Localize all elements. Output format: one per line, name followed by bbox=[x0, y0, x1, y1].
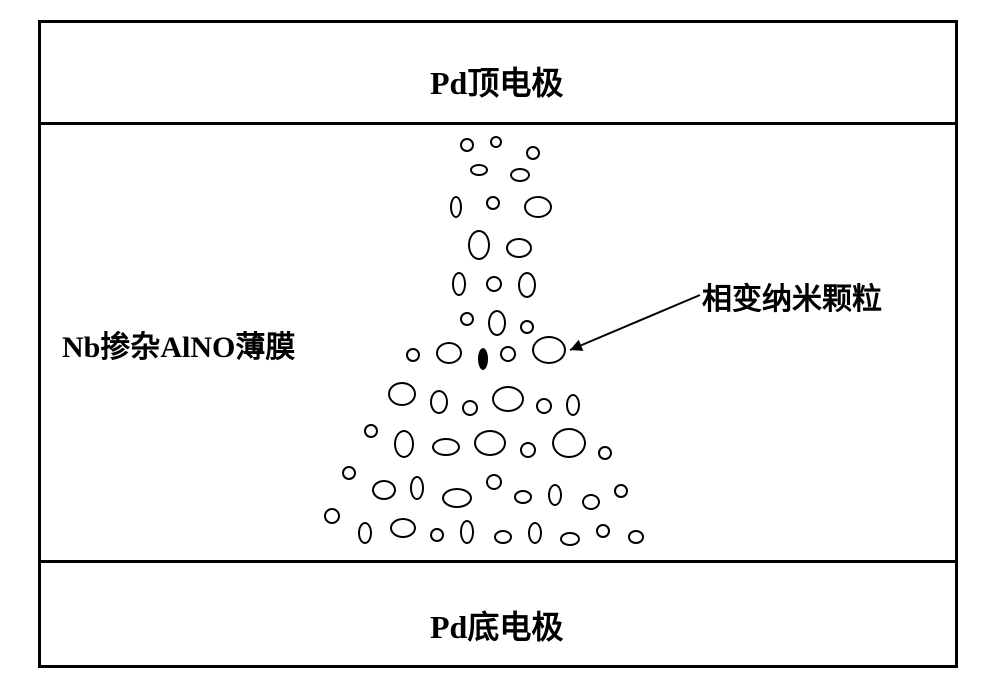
particle bbox=[596, 524, 610, 538]
particle bbox=[372, 480, 396, 500]
divider-bottom bbox=[41, 560, 955, 563]
particle bbox=[410, 476, 424, 500]
particle bbox=[364, 424, 378, 438]
particle bbox=[506, 238, 532, 258]
particle bbox=[500, 346, 516, 362]
particle bbox=[436, 342, 462, 364]
particle bbox=[526, 146, 540, 160]
particle bbox=[460, 138, 474, 152]
particle bbox=[520, 442, 536, 458]
particle bbox=[406, 348, 420, 362]
particle bbox=[450, 196, 462, 218]
particle bbox=[470, 164, 488, 176]
particle bbox=[528, 522, 542, 544]
label-nanoparticle: 相变纳米颗粒 bbox=[702, 274, 882, 318]
particle bbox=[532, 336, 566, 364]
particle bbox=[460, 520, 474, 544]
particle bbox=[628, 530, 644, 544]
particle bbox=[452, 272, 466, 296]
particle bbox=[598, 446, 612, 460]
label-film: Nb掺杂AlNO薄膜 bbox=[62, 322, 295, 366]
particle bbox=[474, 430, 506, 456]
particle bbox=[394, 430, 414, 458]
particle bbox=[518, 272, 536, 298]
particle bbox=[460, 312, 474, 326]
particle bbox=[486, 474, 502, 490]
particle bbox=[548, 484, 562, 506]
particle bbox=[442, 488, 472, 508]
particle bbox=[520, 320, 534, 334]
particle bbox=[432, 438, 460, 456]
particle bbox=[566, 394, 580, 416]
particle bbox=[430, 528, 444, 542]
particle bbox=[614, 484, 628, 498]
label-top-electrode: Pd顶电极 bbox=[430, 58, 563, 104]
particle bbox=[358, 522, 372, 544]
particle bbox=[486, 276, 502, 292]
particle bbox=[560, 532, 580, 546]
particle bbox=[390, 518, 416, 538]
particle bbox=[388, 382, 416, 406]
particle bbox=[468, 230, 490, 260]
particle bbox=[488, 310, 506, 336]
particle bbox=[342, 466, 356, 480]
particle bbox=[514, 490, 532, 504]
particle bbox=[510, 168, 530, 182]
particle bbox=[478, 348, 488, 370]
particle bbox=[490, 136, 502, 148]
particle bbox=[430, 390, 448, 414]
particle bbox=[582, 494, 600, 510]
particle bbox=[494, 530, 512, 544]
particle bbox=[486, 196, 500, 210]
particle bbox=[552, 428, 586, 458]
divider-top bbox=[41, 122, 955, 125]
particle bbox=[324, 508, 340, 524]
particle bbox=[536, 398, 552, 414]
particle bbox=[492, 386, 524, 412]
particle bbox=[524, 196, 552, 218]
label-bottom-electrode: Pd底电极 bbox=[430, 602, 563, 648]
particle bbox=[462, 400, 478, 416]
